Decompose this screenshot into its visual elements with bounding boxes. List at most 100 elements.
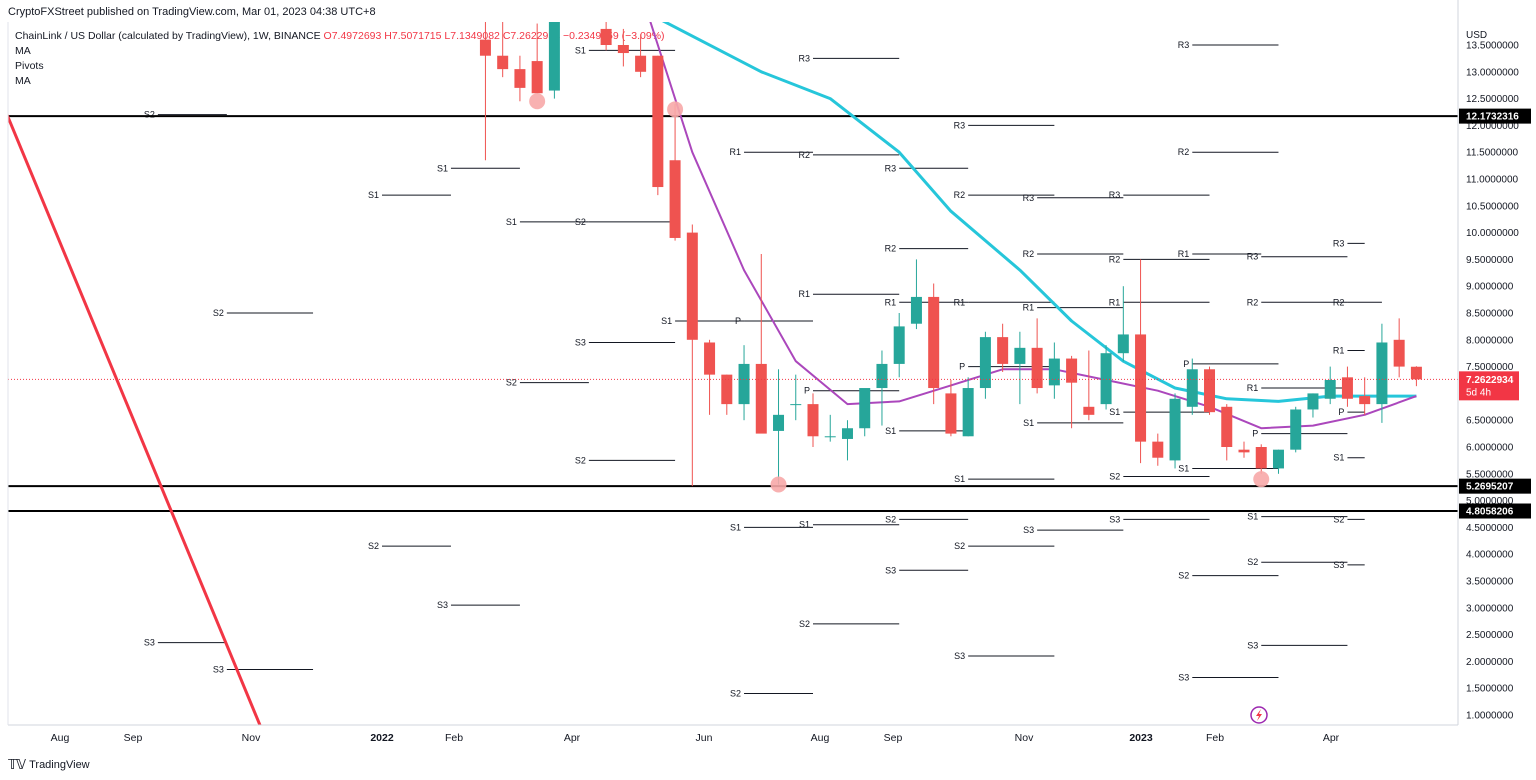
candle bbox=[1083, 350, 1095, 421]
candle-body bbox=[876, 363, 888, 389]
pivot-level-label: S2 bbox=[1247, 557, 1258, 567]
pivot-level-label: P bbox=[1338, 407, 1344, 417]
indicator-ma-1[interactable]: MA bbox=[15, 45, 31, 57]
candle-body bbox=[841, 428, 853, 439]
candle-body bbox=[1031, 347, 1043, 389]
ohlc-high: H7.5071715 bbox=[384, 30, 442, 42]
candle-body bbox=[1152, 441, 1164, 458]
candle bbox=[669, 103, 681, 241]
pivot-level-label: S1 bbox=[1333, 453, 1344, 463]
pivot-level-label: R3 bbox=[1333, 238, 1345, 248]
candle bbox=[738, 345, 750, 421]
candle-body bbox=[1238, 449, 1250, 453]
candle bbox=[1135, 259, 1147, 464]
pivot-level-label: S1 bbox=[1247, 512, 1258, 522]
pivot-level-label: R2 bbox=[954, 190, 966, 200]
candle bbox=[910, 259, 922, 330]
publisher-line: CryptoFXStreet published on TradingView.… bbox=[8, 6, 376, 18]
candle-body bbox=[1083, 406, 1095, 415]
candle-body bbox=[1359, 396, 1371, 405]
pivot-level-label: S3 bbox=[575, 337, 586, 347]
candle-body bbox=[669, 160, 681, 238]
candle bbox=[1221, 404, 1233, 461]
candle bbox=[1169, 393, 1181, 469]
price-tick-label: 3.0000000 bbox=[1466, 603, 1514, 614]
pivot-level-label: S1 bbox=[661, 316, 672, 326]
pivot-level-label: R3 bbox=[1247, 252, 1259, 262]
trendline bbox=[8, 113, 262, 725]
candle bbox=[479, 22, 491, 161]
pivot-level-label: S3 bbox=[885, 565, 896, 575]
candle bbox=[773, 369, 785, 485]
candle bbox=[497, 22, 509, 78]
candle-body bbox=[979, 337, 991, 389]
candle bbox=[1376, 323, 1388, 423]
level-price-tag bbox=[1459, 503, 1531, 519]
lightning-icon bbox=[1250, 706, 1268, 724]
candle-body bbox=[928, 296, 940, 389]
candle bbox=[945, 380, 957, 437]
pivot-level-label: R2 bbox=[1178, 147, 1190, 157]
price-tick-label: 6.0000000 bbox=[1466, 443, 1514, 454]
price-tick-label: 5.5000000 bbox=[1466, 469, 1514, 480]
candle-body bbox=[859, 388, 871, 429]
pivot-level-label: R2 bbox=[1247, 297, 1259, 307]
candle-body bbox=[755, 363, 767, 434]
candle-body bbox=[1272, 449, 1284, 469]
last-price-countdown: 5d 4h bbox=[1466, 387, 1491, 398]
pivot-level-label: R1 bbox=[730, 147, 742, 157]
pivot-level-label: R1 bbox=[885, 297, 897, 307]
pivot-level-label: S1 bbox=[575, 45, 586, 55]
candle bbox=[721, 374, 733, 415]
pivot-level-label: R3 bbox=[798, 53, 810, 63]
price-tick-label: 11.0000000 bbox=[1466, 175, 1519, 186]
candle-body bbox=[1186, 369, 1198, 407]
indicator-ma-2[interactable]: MA bbox=[15, 75, 31, 87]
candle bbox=[686, 224, 698, 487]
candle-body bbox=[514, 69, 526, 88]
price-tick-label: 4.5000000 bbox=[1466, 523, 1514, 534]
pivot-level-label: S1 bbox=[730, 522, 741, 532]
pivot-level-label: R3 bbox=[885, 163, 897, 173]
time-tick-label: Nov bbox=[1015, 732, 1034, 744]
candle-body bbox=[910, 296, 922, 324]
price-tick-label: 8.5000000 bbox=[1466, 309, 1514, 320]
pivot-level-label: P bbox=[735, 316, 741, 326]
candle bbox=[1359, 377, 1371, 415]
ohlc-change: −0.2349759 (−3.09%) bbox=[562, 30, 665, 42]
pivot-level-label: S1 bbox=[506, 217, 517, 227]
candle bbox=[859, 388, 871, 437]
candle-body bbox=[893, 326, 905, 364]
candle-body bbox=[1376, 342, 1388, 405]
candle-body bbox=[704, 342, 716, 375]
pivot-level-label: R1 bbox=[1247, 383, 1259, 393]
pivot-level-label: S2 bbox=[506, 378, 517, 388]
pivot-level-label: S2 bbox=[575, 217, 586, 227]
pivot-level-label: R1 bbox=[1023, 303, 1035, 313]
candle bbox=[1393, 318, 1405, 378]
pivot-level-label: R1 bbox=[954, 297, 966, 307]
candle bbox=[635, 34, 647, 78]
symbol-title[interactable]: ChainLink / US Dollar (calculated by Tra… bbox=[15, 30, 321, 42]
candle-body bbox=[479, 39, 491, 56]
pivot-level-label: S1 bbox=[885, 426, 896, 436]
candle bbox=[1238, 441, 1250, 458]
candle-body bbox=[721, 374, 733, 405]
pivot-level-label: S1 bbox=[799, 520, 810, 530]
pivot-level-label: R3 bbox=[1178, 40, 1190, 50]
pivot-level-label: S1 bbox=[954, 474, 965, 484]
candle bbox=[1014, 331, 1026, 405]
pivot-level-label: S1 bbox=[1109, 407, 1120, 417]
price-tick-label: 2.0000000 bbox=[1466, 657, 1514, 668]
indicator-pivots[interactable]: Pivots bbox=[15, 60, 44, 72]
pivot-level-label: R3 bbox=[1109, 190, 1121, 200]
candle-body bbox=[1204, 369, 1216, 413]
level-price-tag bbox=[1459, 478, 1531, 494]
time-tick-label: Jun bbox=[696, 732, 713, 744]
candle bbox=[979, 331, 991, 399]
candle-body bbox=[497, 55, 509, 70]
candle bbox=[1290, 406, 1302, 453]
candle bbox=[893, 313, 905, 378]
candle bbox=[876, 350, 888, 426]
